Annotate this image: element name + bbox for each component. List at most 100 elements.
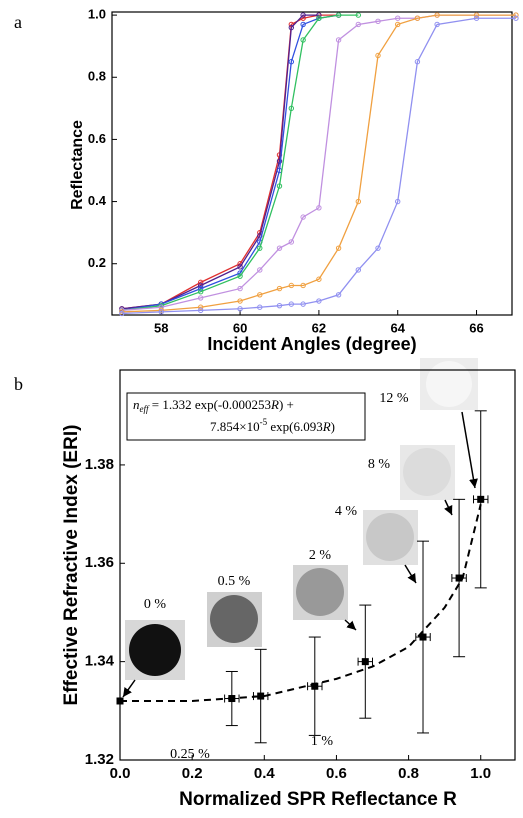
- y-tick-label: 1.0: [88, 7, 106, 22]
- point: [419, 633, 427, 641]
- point: [197, 307, 204, 314]
- eq-part: n: [133, 397, 140, 412]
- point: [276, 158, 283, 164]
- point: [355, 12, 362, 18]
- annotation: 0 %: [144, 597, 167, 612]
- point: [395, 15, 401, 21]
- eq-part: -5: [260, 417, 268, 427]
- y-tick-label: 1.38: [85, 456, 114, 473]
- point: [316, 12, 322, 18]
- panel-label: a: [14, 12, 22, 32]
- plate: [403, 448, 451, 496]
- eq-part: ) +: [279, 397, 294, 412]
- y-tick-label: 0.4: [88, 193, 107, 208]
- point: [375, 52, 381, 59]
- plate: [210, 595, 258, 643]
- point: [361, 658, 369, 666]
- point: [513, 15, 519, 21]
- point: [288, 24, 295, 31]
- point: [355, 198, 362, 205]
- point: [257, 267, 263, 273]
- point: [300, 21, 306, 28]
- eq-part: 7.854×10: [210, 419, 260, 434]
- point: [197, 288, 204, 295]
- annotation: 2 %: [309, 548, 332, 563]
- x-tick-label: 0.8: [398, 765, 419, 782]
- x-tick-label: 60: [233, 320, 247, 335]
- point: [477, 495, 485, 503]
- series-line: [121, 14, 319, 310]
- x-axis-title: Normalized SPR Reflectance R: [179, 789, 457, 810]
- point: [316, 298, 322, 304]
- point: [335, 245, 342, 251]
- series-line: [121, 14, 339, 310]
- equation: 7.854×10-5 exp(6.093R): [210, 417, 335, 434]
- plate: [426, 361, 472, 407]
- y-tick-label: 0.6: [88, 131, 106, 146]
- point: [197, 304, 204, 310]
- annotation: 8 %: [368, 457, 391, 472]
- point: [300, 282, 306, 289]
- point: [316, 276, 322, 282]
- point: [257, 304, 263, 310]
- point: [355, 21, 362, 28]
- point: [276, 183, 283, 189]
- y-axis-title: Reflectance: [69, 120, 86, 210]
- annotation: 12 %: [379, 391, 409, 406]
- series-line: [121, 14, 339, 311]
- series-line: [121, 14, 516, 313]
- point: [473, 15, 480, 21]
- x-tick-label: 1.0: [470, 765, 491, 782]
- point: [316, 205, 322, 211]
- plate: [366, 513, 414, 561]
- point: [257, 245, 263, 251]
- x-axis-title: Incident Angles (degree): [207, 334, 416, 354]
- point: [288, 239, 295, 245]
- point: [473, 12, 480, 18]
- point: [375, 245, 381, 251]
- point: [228, 695, 236, 703]
- point: [237, 273, 243, 279]
- eq-part: exp(6.093: [267, 419, 323, 434]
- point: [288, 59, 295, 65]
- point: [237, 264, 243, 270]
- point: [300, 301, 306, 307]
- x-tick-label: 62: [312, 320, 326, 335]
- panel-label: b: [14, 374, 23, 394]
- plate-images: [125, 358, 478, 680]
- y-tick-label: 1.32: [85, 751, 114, 768]
- point: [355, 267, 362, 273]
- point: [434, 12, 440, 18]
- arrow: [404, 564, 417, 584]
- x-tick-label: 66: [469, 320, 483, 335]
- point: [288, 105, 295, 112]
- x-tick-label: 64: [390, 320, 405, 335]
- point: [311, 682, 319, 690]
- point: [276, 285, 283, 292]
- point: [276, 302, 283, 309]
- plate: [129, 624, 181, 676]
- equation: neff = 1.332 exp(-0.000253R) +: [133, 397, 294, 414]
- plate: [296, 568, 344, 616]
- eq-part: = 1.332 exp(-0.000253: [149, 397, 272, 412]
- point: [276, 245, 283, 251]
- y-tick-label: 0.2: [88, 255, 106, 270]
- point: [119, 310, 125, 317]
- point: [434, 21, 440, 28]
- plot-frame: [111, 11, 513, 316]
- plot-frame: [119, 369, 516, 761]
- fit-curve: [120, 504, 482, 702]
- point: [197, 295, 204, 301]
- annotation: 0.25 %: [170, 747, 210, 762]
- point: [316, 15, 322, 21]
- x-tick-label: 0.2: [182, 765, 203, 782]
- series-line: [121, 14, 359, 311]
- point: [116, 697, 124, 705]
- point: [197, 285, 204, 292]
- annotation: 1 %: [311, 734, 334, 749]
- arrow: [461, 411, 478, 489]
- point: [288, 301, 295, 307]
- point: [237, 306, 243, 312]
- eq-part: ): [331, 419, 335, 434]
